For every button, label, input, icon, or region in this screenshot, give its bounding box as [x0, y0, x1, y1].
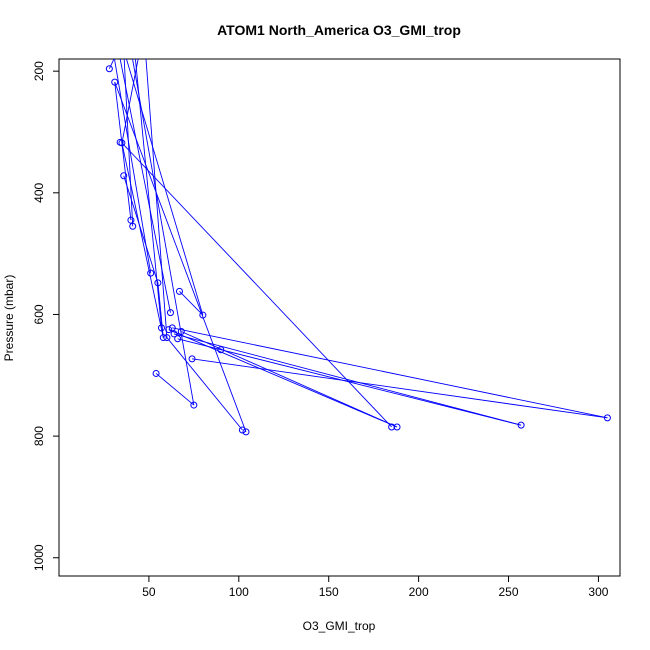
- x-tick-label: 300: [588, 585, 608, 599]
- data-point: [174, 335, 182, 343]
- series-line-segment: [132, 59, 195, 406]
- data-point: [168, 324, 176, 332]
- chart-title: ATOM1 North_America O3_GMI_trop: [217, 22, 461, 38]
- series-line-segment: [114, 81, 247, 433]
- data-point: [175, 287, 183, 295]
- series-line-segment: [191, 358, 608, 419]
- series-line-segment: [125, 59, 204, 316]
- data-point: [152, 369, 160, 377]
- x-axis: 50 100 150 200 250 300: [142, 576, 609, 599]
- data-point: [154, 279, 162, 287]
- data-point: [165, 326, 173, 334]
- data-point: [127, 216, 135, 224]
- data-point: [177, 327, 185, 335]
- plot-frame: [58, 58, 621, 577]
- data-point: [188, 355, 196, 363]
- series-line-segment: [155, 373, 195, 406]
- data-point: [242, 428, 250, 436]
- data-point: [129, 222, 137, 230]
- y-axis-label: Pressure (mbar): [2, 275, 16, 362]
- data-point: [163, 334, 171, 342]
- data-point: [190, 401, 198, 409]
- series-line-segment: [181, 331, 398, 428]
- y-tick-label: 400: [32, 182, 46, 202]
- data-point: [121, 51, 127, 57]
- data-point: [120, 172, 128, 180]
- data-point: [166, 309, 174, 317]
- y-tick-label: 1000: [32, 544, 46, 571]
- x-tick-label: 250: [499, 585, 519, 599]
- series-line-segment: [157, 282, 164, 338]
- series-line-segment: [121, 142, 164, 338]
- series-line-segment: [166, 337, 243, 431]
- x-tick-label: 200: [409, 585, 429, 599]
- series-line-segment: [168, 329, 398, 428]
- series-line-segment: [121, 142, 392, 428]
- y-axis: 200 400 600 800 1000: [32, 61, 59, 571]
- data-point: [111, 78, 119, 86]
- series-line-segment: [179, 291, 204, 316]
- data-point: [159, 334, 167, 342]
- series-line-segment: [172, 327, 608, 419]
- data-point: [217, 346, 225, 354]
- data-point: [147, 269, 155, 277]
- data-point: [157, 324, 165, 332]
- series-line-segment: [114, 82, 132, 221]
- data-point: [105, 65, 113, 73]
- y-tick-label: 200: [32, 61, 46, 81]
- data-point: [124, 47, 130, 53]
- x-tick-label: 100: [229, 585, 249, 599]
- series-points: [105, 47, 611, 436]
- data-point: [603, 414, 611, 422]
- series-line-segment: [121, 59, 139, 144]
- y-tick-label: 600: [32, 304, 46, 324]
- series-lines: [108, 59, 608, 433]
- series-line-segment: [173, 333, 522, 426]
- y-tick-label: 800: [32, 426, 46, 446]
- data-point: [238, 426, 246, 434]
- data-point: [388, 423, 396, 431]
- data-point: [517, 421, 525, 429]
- data-point: [393, 423, 401, 431]
- data-point: [199, 311, 207, 319]
- series-line-segment: [114, 59, 152, 274]
- x-tick-label: 150: [319, 585, 339, 599]
- x-tick-label: 50: [142, 585, 156, 599]
- series-line-segment: [123, 175, 159, 283]
- data-point: [118, 139, 126, 147]
- x-axis-label: O3_GMI_trop: [303, 619, 376, 633]
- data-point: [170, 330, 178, 338]
